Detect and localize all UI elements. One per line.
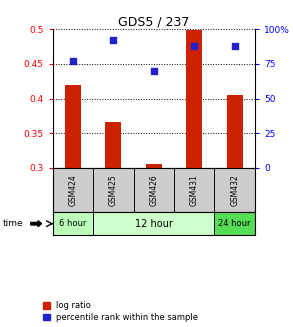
Text: 6 hour: 6 hour [59, 219, 87, 228]
Point [192, 43, 197, 49]
Point [151, 68, 156, 74]
Legend: log ratio, percentile rank within the sample: log ratio, percentile rank within the sa… [42, 301, 199, 323]
Title: GDS5 / 237: GDS5 / 237 [118, 15, 190, 28]
Text: GSM426: GSM426 [149, 174, 158, 206]
Point [232, 43, 237, 49]
Text: time: time [3, 219, 23, 228]
Text: 24 hour: 24 hour [219, 219, 251, 228]
Text: 12 hour: 12 hour [135, 219, 173, 229]
Bar [146, 164, 162, 168]
Point [111, 38, 116, 43]
Text: GSM431: GSM431 [190, 174, 199, 206]
Bar [226, 95, 243, 168]
Point [71, 59, 75, 64]
Text: GSM432: GSM432 [230, 174, 239, 206]
Bar [214, 212, 255, 235]
Bar [65, 85, 81, 168]
Bar [93, 212, 214, 235]
Text: GSM425: GSM425 [109, 174, 118, 206]
Bar [186, 30, 202, 168]
Bar [53, 212, 93, 235]
Bar [105, 122, 122, 168]
Text: GSM424: GSM424 [69, 174, 77, 206]
